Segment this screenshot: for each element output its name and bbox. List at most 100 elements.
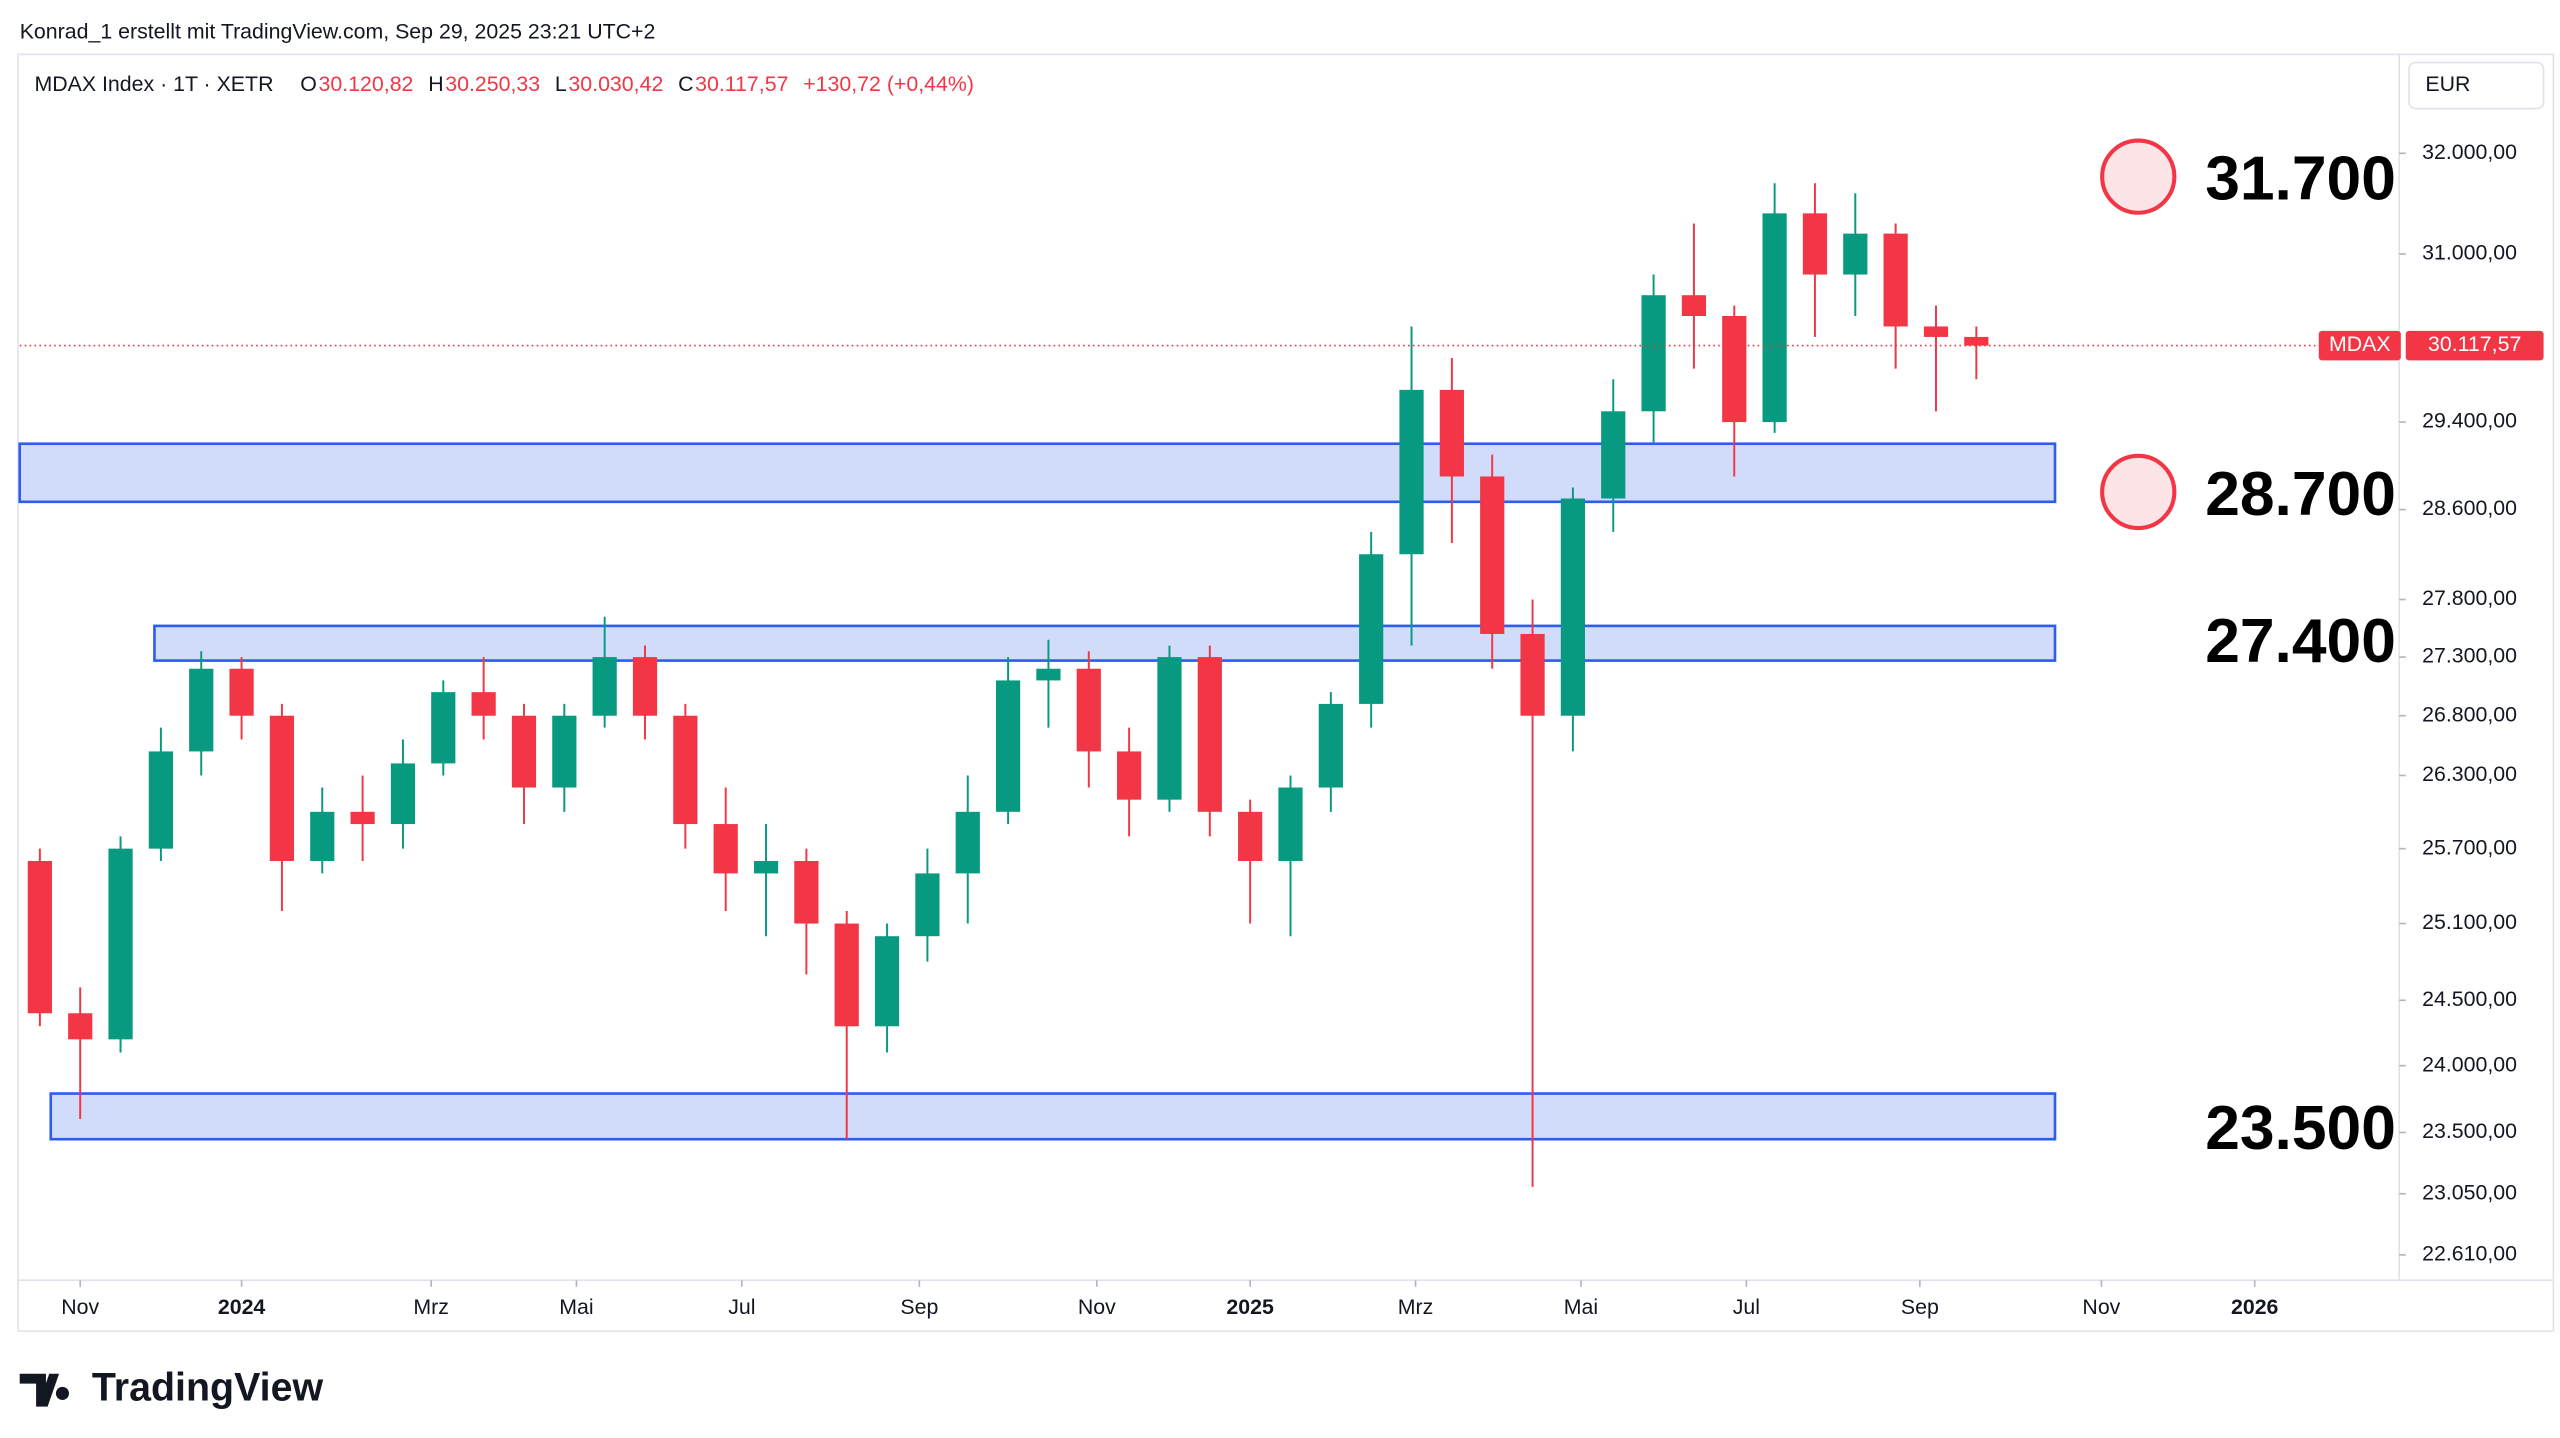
x-tick-label: Mai (559, 1295, 593, 1319)
candle-body (1722, 316, 1747, 423)
candle-body (1399, 389, 1424, 555)
candle-body (1359, 554, 1384, 704)
y-tick-label: 27.800,00 (2422, 586, 2517, 610)
candle-body (552, 715, 577, 788)
currency-button[interactable] (2408, 61, 2545, 110)
candle-body (673, 715, 698, 825)
candle-body (1802, 213, 1828, 275)
ohlc-value: 30.030,42 (568, 72, 663, 96)
last-price-tag (2405, 330, 2544, 361)
candle-body (471, 692, 496, 716)
candle-body (1843, 233, 1868, 275)
y-tick-label: 32.000,00 (2422, 140, 2517, 164)
candle-body (189, 668, 214, 752)
zone (49, 1092, 2057, 1141)
last-name-tag (2318, 330, 2401, 361)
candle-body (390, 763, 416, 825)
last-price-label: 30.117,57 (2428, 332, 2521, 356)
x-tick-label: 2024 (218, 1295, 266, 1319)
ohlc-key: O (300, 72, 317, 96)
candle-body (431, 692, 456, 764)
last-name: MDAX (2329, 332, 2391, 356)
candle-body (1197, 657, 1222, 812)
x-tick-label: 2026 (2231, 1295, 2279, 1319)
annotation: 28.700 (2205, 460, 2396, 529)
candle-body (68, 1013, 93, 1040)
ohlc-legend: O 30.120,82 H 30.250,33 L 30.030,42 C 30.117,57… (300, 72, 974, 96)
candle-body (1036, 668, 1061, 681)
y-tick-label: 23.050,00 (2422, 1180, 2517, 1204)
candle-body (834, 923, 859, 1027)
annotation-circle (2100, 453, 2177, 531)
plot: 32.000,00 31.000,00 29.400,00 28.600,00 27.8… (18, 138, 2544, 1319)
annotation: 31.700 (2205, 145, 2396, 214)
y-tick-label: 25.100,00 (2422, 910, 2517, 934)
x-tick-label: Nov (2082, 1295, 2120, 1319)
y-tick-label: 26.800,00 (2422, 702, 2517, 726)
candle-body (511, 715, 537, 788)
y-tick-label: 23.500,00 (2422, 1119, 2517, 1143)
symbol: MDAX Index · 1T · XETR (34, 72, 273, 96)
x-tick-label: Mrz (413, 1295, 449, 1319)
ohlc-value: 30.117,57 (695, 72, 788, 96)
brand-name: TradingView (92, 1366, 324, 1410)
chart-frame (17, 53, 2555, 1332)
ohlc-key: L (555, 72, 567, 96)
candle-body (1278, 787, 1303, 861)
candle-body (955, 811, 980, 874)
candle-body (350, 811, 375, 825)
candle-body (1480, 476, 1505, 634)
y-tick-label: 24.000,00 (2422, 1052, 2517, 1076)
x-tick-label: 2025 (1226, 1295, 1274, 1319)
candle-body (269, 715, 295, 861)
candle-body (1964, 336, 1989, 346)
y-tick-label: 29.400,00 (2422, 409, 2517, 433)
candle-body (794, 860, 819, 924)
x-tick-label: Nov (61, 1295, 99, 1319)
brand: TradingView (19, 1366, 324, 1410)
annotation: 27.400 (2205, 607, 2396, 676)
candle-body (108, 848, 133, 1040)
x-tick-label: Nov (1078, 1295, 1116, 1319)
candle-body (1238, 811, 1263, 861)
candle-body (1076, 668, 1101, 752)
change: +130,72 (+0,44%) (803, 72, 974, 96)
ohlc-value: 30.250,33 (445, 72, 540, 96)
y-tick-label: 28.600,00 (2422, 496, 2517, 520)
candle-body (27, 860, 52, 1014)
y-tick-label: 22.610,00 (2422, 1242, 2517, 1266)
annotation-circle (2100, 138, 2177, 215)
candle-body (1641, 295, 1666, 412)
candle-body (915, 873, 940, 937)
candle-body (1117, 751, 1142, 800)
x-tick-label: Mai (1564, 1295, 1598, 1319)
ohlc-key: C (678, 72, 693, 96)
candle-body (1762, 213, 1787, 423)
candle-body (753, 860, 779, 874)
x-tick-label: Mrz (1398, 1295, 1434, 1319)
candle-body (1681, 295, 1707, 317)
ohlc-key: H (428, 72, 443, 96)
x-tick-label: Jul (728, 1295, 755, 1319)
candle-body (310, 811, 335, 861)
candle-body (1439, 389, 1464, 477)
candle-body (1883, 233, 1908, 327)
candle-body (592, 657, 617, 716)
x-tick-label: Sep (900, 1295, 938, 1319)
candle-body (1560, 498, 1586, 716)
x-tick-label: Jul (1733, 1295, 1760, 1319)
currency: EUR (2425, 72, 2470, 96)
y-tick-label: 31.000,00 (2422, 241, 2517, 265)
y-tick-label: 24.500,00 (2422, 987, 2517, 1011)
candle-body (713, 824, 738, 874)
brand-logo (19, 1373, 70, 1407)
candle-body (229, 668, 254, 716)
candle-body (148, 751, 173, 849)
annotation: 23.500 (2205, 1094, 2396, 1163)
candle-body (1923, 326, 1949, 337)
credit: Konrad_1 erstellt mit TradingView.com, S… (20, 20, 656, 44)
y-tick-label: 25.700,00 (2422, 835, 2517, 859)
y-tick-label: 27.300,00 (2422, 644, 2517, 668)
